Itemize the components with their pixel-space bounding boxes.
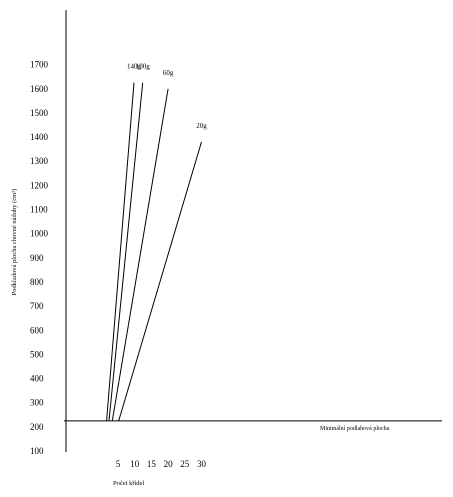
x-tick-label: 25 bbox=[180, 459, 190, 469]
y-tick-label: 900 bbox=[30, 253, 44, 263]
reference-line-label: Minimální podlahová plocha bbox=[320, 426, 390, 432]
y-tick-label: 1200 bbox=[30, 180, 49, 190]
series-line-60g bbox=[111, 88, 169, 421]
series-label: 60g bbox=[163, 69, 174, 77]
series-line-140g bbox=[106, 82, 135, 421]
series-label: 140g bbox=[127, 63, 142, 71]
y-tick-label: 1100 bbox=[30, 205, 48, 215]
y-tick-label: 1600 bbox=[30, 84, 49, 94]
x-tick-label: 30 bbox=[197, 459, 207, 469]
x-tick-label: 20 bbox=[164, 459, 174, 469]
x-tick-labels: 5 10 15 20 25 30 bbox=[116, 459, 207, 469]
y-tick-label: 1000 bbox=[30, 229, 49, 239]
y-tick-label: 1400 bbox=[30, 132, 49, 142]
x-tick-label: 5 bbox=[116, 459, 121, 469]
y-tick-label: 700 bbox=[30, 301, 44, 311]
y-tick-label: 1300 bbox=[30, 156, 49, 166]
y-tick-label: 300 bbox=[30, 398, 44, 408]
y-tick-label: 600 bbox=[30, 325, 44, 335]
y-axis-title: Podkladová plocha chovné nádoby (cm²) bbox=[11, 189, 18, 296]
y-tick-label: 1500 bbox=[30, 108, 49, 118]
series-line-100g bbox=[108, 82, 144, 421]
series-line-20g bbox=[118, 141, 202, 421]
y-tick-label: 400 bbox=[30, 374, 44, 384]
y-tick-label: 1700 bbox=[30, 60, 49, 70]
y-tick-label: 800 bbox=[30, 277, 44, 287]
series-label: 20g bbox=[196, 122, 207, 130]
y-tick-labels: 100 200 300 400 500 600 700 800 900 1000 1100 1200 1… bbox=[30, 60, 49, 456]
y-tick-label: 200 bbox=[30, 422, 44, 432]
y-tick-label: 100 bbox=[30, 446, 44, 456]
reference-line-group: Minimální podlahová plocha bbox=[64, 420, 442, 432]
x-axis-title: Počet křídel bbox=[113, 480, 144, 487]
x-tick-label: 10 bbox=[130, 459, 140, 469]
series-label: 100g bbox=[136, 63, 151, 71]
x-tick-label: 15 bbox=[147, 459, 157, 469]
y-tick-label: 500 bbox=[30, 349, 44, 359]
